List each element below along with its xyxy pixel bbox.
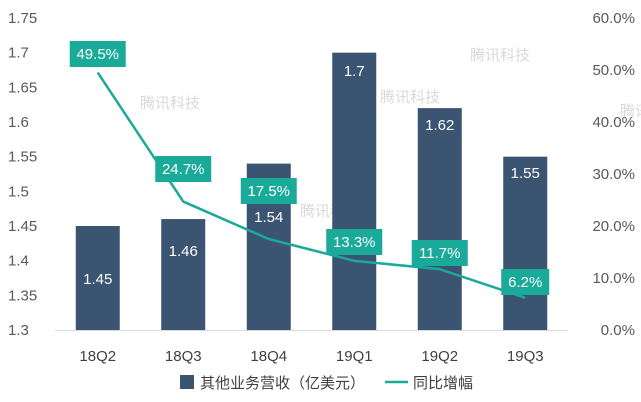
- y-left-tick-label: 1.3: [8, 322, 29, 339]
- legend: 其他业务营收（亿美元） 同比增幅: [180, 374, 473, 392]
- y-axis-left: 1.3 1.35 1.4 1.45 1.5 1.55 1.6 1.65 1.7 1.75: [8, 10, 37, 339]
- watermark-text: 腾讯科技: [140, 94, 200, 112]
- y-right-tick-label: 20.0%: [592, 218, 635, 235]
- y-right-tick-label: 10.0%: [592, 270, 635, 287]
- growth-value-label: 6.2%: [508, 274, 542, 291]
- legend-bar-label: 其他业务营收（亿美元）: [200, 374, 365, 392]
- y-left-tick-label: 1.5: [8, 183, 29, 200]
- growth-label-box: [411, 240, 468, 266]
- y-left-tick-label: 1.55: [8, 149, 37, 166]
- y-left-tick-label: 1.35: [8, 287, 37, 304]
- x-tick-label: 19Q2: [421, 348, 458, 365]
- bar: [417, 108, 462, 330]
- watermark-text: 腾讯科技: [380, 88, 440, 106]
- x-tick-label: 19Q3: [507, 348, 544, 365]
- bar-value-label: 1.45: [83, 271, 112, 288]
- y-left-tick-label: 1.75: [8, 10, 37, 27]
- y-left-tick-label: 1.7: [8, 45, 29, 62]
- y-right-tick-label: 40.0%: [592, 114, 635, 131]
- x-tick-label: 19Q1: [336, 348, 373, 365]
- growth-value-label: 49.5%: [76, 46, 119, 63]
- y-left-tick-label: 1.45: [8, 218, 37, 235]
- bar-value-label: 1.62: [425, 117, 454, 134]
- legend-line-label: 同比增幅: [413, 374, 473, 392]
- bar: [332, 52, 377, 331]
- growth-label-box: [501, 269, 550, 295]
- bar-value-label: 1.54: [254, 209, 283, 226]
- y-left-tick-label: 1.6: [8, 114, 29, 131]
- x-tick-label: 18Q2: [79, 348, 116, 365]
- watermark-text: 腾讯科技: [620, 102, 641, 120]
- y-right-tick-label: 60.0%: [592, 10, 635, 27]
- bar-value-label: 1.7: [344, 63, 365, 80]
- watermark-layer: 腾讯科技腾讯科技腾讯科技腾讯科技腾讯科技: [140, 46, 641, 220]
- growth-value-label: 24.7%: [162, 161, 205, 178]
- growth-label-box: [326, 229, 383, 255]
- x-tick-label: 18Q3: [165, 348, 202, 365]
- growth-value-label: 13.3%: [333, 234, 376, 251]
- bar: [161, 219, 206, 330]
- growth-label-box: [240, 178, 297, 204]
- growth-value-label: 17.5%: [247, 183, 290, 200]
- y-right-tick-label: 0.0%: [601, 322, 635, 339]
- bar-value-label: 1.46: [169, 243, 198, 260]
- growth-line: 49.5% 24.7% 17.5% 13.3% 11.7% 6.2%: [69, 41, 550, 299]
- y-axis-right: 0.0% 10.0% 20.0% 30.0% 40.0% 50.0% 60.0%: [592, 10, 635, 339]
- x-axis: 18Q2 18Q3 18Q4 19Q1 19Q2 19Q3: [79, 348, 543, 365]
- growth-value-label: 11.7%: [419, 245, 460, 262]
- bar: [503, 156, 548, 330]
- bar: [75, 226, 120, 330]
- bar-value-label: 1.55: [511, 165, 540, 182]
- y-left-tick-label: 1.65: [8, 79, 37, 96]
- y-right-tick-label: 50.0%: [592, 62, 635, 79]
- bars: 1.45 1.46 1.54 1.7 1.62 1.55: [55, 52, 568, 331]
- x-tick-label: 18Q4: [250, 348, 287, 365]
- growth-label-box: [69, 41, 126, 67]
- growth-label-box: [155, 156, 212, 182]
- y-left-tick-label: 1.4: [8, 253, 29, 270]
- legend-bar-swatch: [180, 375, 194, 389]
- watermark-text: 腾讯科技: [470, 46, 530, 64]
- y-right-tick-label: 30.0%: [592, 166, 635, 183]
